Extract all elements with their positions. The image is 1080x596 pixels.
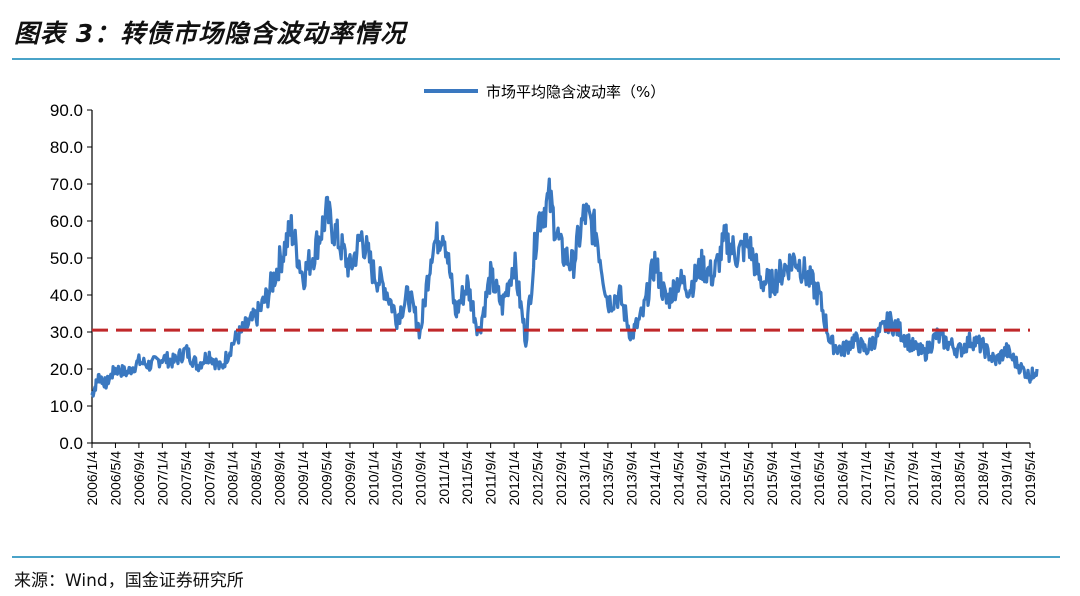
x-tick-label: 2015/9/4 [764, 451, 780, 506]
legend: 市场平均隐含波动率（%） [424, 83, 665, 101]
x-tick-label: 2009/1/4 [295, 451, 311, 506]
x-tick-label: 2013/5/4 [600, 451, 616, 506]
x-tick-label: 2009/9/4 [342, 451, 358, 506]
x-tick-label: 2015/1/4 [717, 451, 733, 506]
x-tick-label: 2016/9/4 [834, 451, 850, 506]
y-tick-label: 70.0 [50, 175, 83, 194]
x-tick-label: 2008/5/4 [248, 451, 264, 506]
x-tick-label: 2008/9/4 [272, 451, 288, 506]
x-tick-label: 2013/1/4 [576, 451, 592, 506]
y-tick-label: 40.0 [50, 286, 83, 305]
y-tick-label: 30.0 [50, 323, 83, 342]
x-tick-label: 2008/1/4 [225, 451, 241, 506]
x-tick-label: 2011/5/4 [459, 451, 475, 505]
plot-area [90, 177, 1039, 398]
legend-label: 市场平均隐含波动率（%） [486, 83, 665, 101]
x-tick-label: 2014/5/4 [670, 451, 686, 506]
x-tick-label: 2018/9/4 [975, 451, 991, 506]
x-tick-label: 2018/1/4 [928, 451, 944, 506]
source-note: 来源：Wind，国金证券研究所 [14, 571, 244, 591]
x-tick-label: 2018/5/4 [952, 451, 968, 506]
x-tick-label: 2017/5/4 [881, 451, 897, 506]
x-tick-label: 2010/9/4 [412, 451, 428, 506]
x-tick-label: 2015/5/4 [741, 451, 757, 506]
x-tick-label: 2010/1/4 [365, 451, 381, 506]
y-tick-label: 90.0 [50, 101, 83, 120]
y-tick-label: 80.0 [50, 138, 83, 157]
series-line-implied-volatility [90, 177, 1039, 398]
x-tick-label: 2007/9/4 [201, 451, 217, 506]
x-tick-label: 2014/1/4 [647, 451, 663, 506]
x-tick-label: 2011/1/4 [436, 451, 452, 505]
x-tick-label: 2007/1/4 [154, 451, 170, 506]
x-tick-label: 2012/9/4 [553, 451, 569, 506]
x-tick-label: 2006/9/4 [131, 451, 147, 506]
x-tick-label: 2011/9/4 [483, 451, 499, 505]
y-tick-label: 10.0 [50, 397, 83, 416]
y-tick-label: 0.0 [59, 434, 83, 453]
x-tick-label: 2009/5/4 [319, 451, 335, 506]
x-tick-label: 2016/1/4 [788, 451, 804, 506]
y-tick-label: 50.0 [50, 249, 83, 268]
top-divider [12, 58, 1060, 60]
x-tick-label: 2019/1/4 [999, 451, 1015, 506]
y-tick-label: 60.0 [50, 212, 83, 231]
x-tick-label: 2012/1/4 [506, 451, 522, 506]
figure-title: 图表 3：转债市场隐含波动率情况 [14, 19, 407, 48]
x-axis: 2006/1/4 2006/5/4 2006/9/4 2007/1/4 2007/5/4… [84, 442, 1038, 506]
x-tick-label: 2007/5/4 [178, 451, 194, 506]
x-tick-label: 2006/5/4 [107, 451, 123, 506]
x-tick-label: 2012/5/4 [530, 451, 546, 506]
y-axis: 0.0 10.0 20.0 30.0 40.0 50.0 60.0 70.0 80.0 90.0 [50, 101, 93, 453]
x-tick-label: 2014/9/4 [694, 451, 710, 506]
x-tick-label: 2017/1/4 [858, 451, 874, 506]
x-tick-label: 2006/1/4 [84, 451, 100, 506]
bottom-divider [12, 556, 1060, 558]
figure-header: 图表 3：转债市场隐含波动率情况 [0, 0, 1080, 60]
x-tick-label: 2010/5/4 [389, 451, 405, 506]
x-tick-label: 2017/9/4 [905, 451, 921, 506]
volatility-chart: 0.010.020.030.040.050.060.070.080.090.0 … [50, 83, 1039, 506]
x-tick-label: 2016/5/4 [811, 451, 827, 506]
x-tick-label: 2013/9/4 [623, 451, 639, 506]
y-tick-label: 20.0 [50, 360, 83, 379]
x-tick-label: 2019/5/4 [1022, 451, 1038, 506]
